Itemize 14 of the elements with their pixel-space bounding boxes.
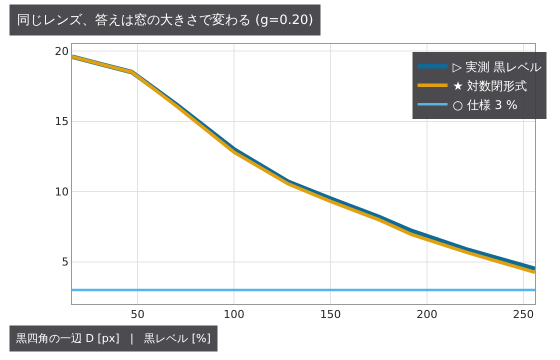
legend-label: ○ 仕様 3 % [452,98,518,112]
x-tick-label: 100 [224,308,245,322]
x-axis-title: 黒四角の一辺 D [px] | 黒レベル [%] [16,332,211,345]
chart-title: 同じレンズ、答えは窓の大きさで変わる (g=0.20) [17,12,314,28]
y-tick-label: 20 [54,44,69,58]
x-tick-label: 50 [130,308,145,322]
legend-label: ▷ 実測 黒レベル [452,60,542,74]
x-tick-label: 250 [512,308,534,322]
y-tick-label: 15 [54,115,69,128]
y-tick-label: 5 [62,256,69,269]
x-tick-label: 200 [416,308,438,322]
y-tick-label: 10 [54,185,69,198]
x-tick-label: 150 [320,308,342,322]
legend-label: ★ 対数閉形式 [452,78,528,93]
